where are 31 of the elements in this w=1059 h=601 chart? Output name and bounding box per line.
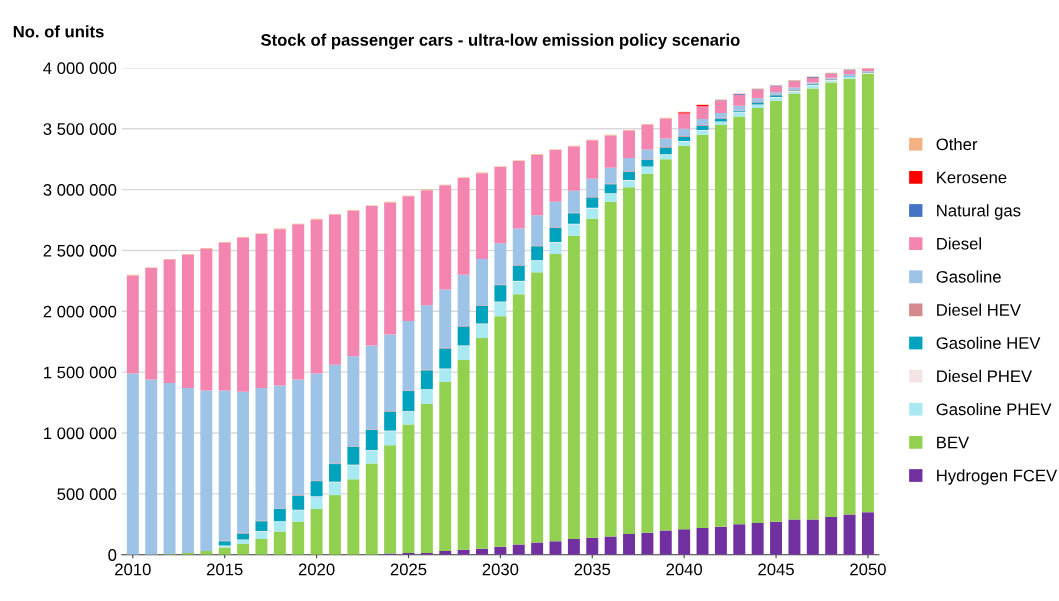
y-tick-label: 3 500 000 <box>43 123 117 135</box>
legend-label: Kerosene <box>937 171 1007 184</box>
legend-label: Gasoline HEV <box>936 336 1041 349</box>
legend-label: Gasoline <box>936 270 1001 283</box>
y-tick-label: 2 000 000 <box>43 305 117 318</box>
legend-label: Diesel <box>937 237 981 250</box>
legend-label: Natural gas <box>937 204 1021 220</box>
x-tick-label: 2050 <box>850 563 886 576</box>
legend-label: Other <box>936 137 978 151</box>
legend-label: Diesel HEV <box>937 303 1021 316</box>
x-tick-label: 2040 <box>666 563 703 576</box>
legend-label: Hydrogen FCEV <box>937 469 1058 485</box>
x-tick-label: 2035 <box>574 563 611 576</box>
y-tick-label: 1 500 000 <box>44 366 117 379</box>
x-tick-label: 2010 <box>115 563 151 576</box>
x-tick-label: 2045 <box>758 563 794 576</box>
y-tick-label: 1 000 000 <box>44 427 117 440</box>
legend-label: BEV <box>937 436 970 449</box>
chart-title: Stock of passenger cars - ultra-low emission policy scenario <box>260 33 740 50</box>
y-tick-label: 4 000 000 <box>43 62 117 75</box>
x-tick-label: 2015 <box>207 563 243 576</box>
legend-label: Diesel PHEV <box>937 369 1033 383</box>
x-tick-label: 2030 <box>482 563 519 576</box>
y-tick-label: 0 <box>108 549 117 561</box>
y-tick-label: 500 000 <box>57 488 117 501</box>
legend-label: Gasoline PHEV <box>936 402 1052 416</box>
y-axis-title: No. of units <box>13 25 104 38</box>
y-tick-label: 2 500 000 <box>43 244 117 257</box>
x-tick-label: 2020 <box>298 563 335 576</box>
y-tick-label: 3 000 000 <box>43 184 117 196</box>
x-tick-label: 2025 <box>390 563 427 576</box>
